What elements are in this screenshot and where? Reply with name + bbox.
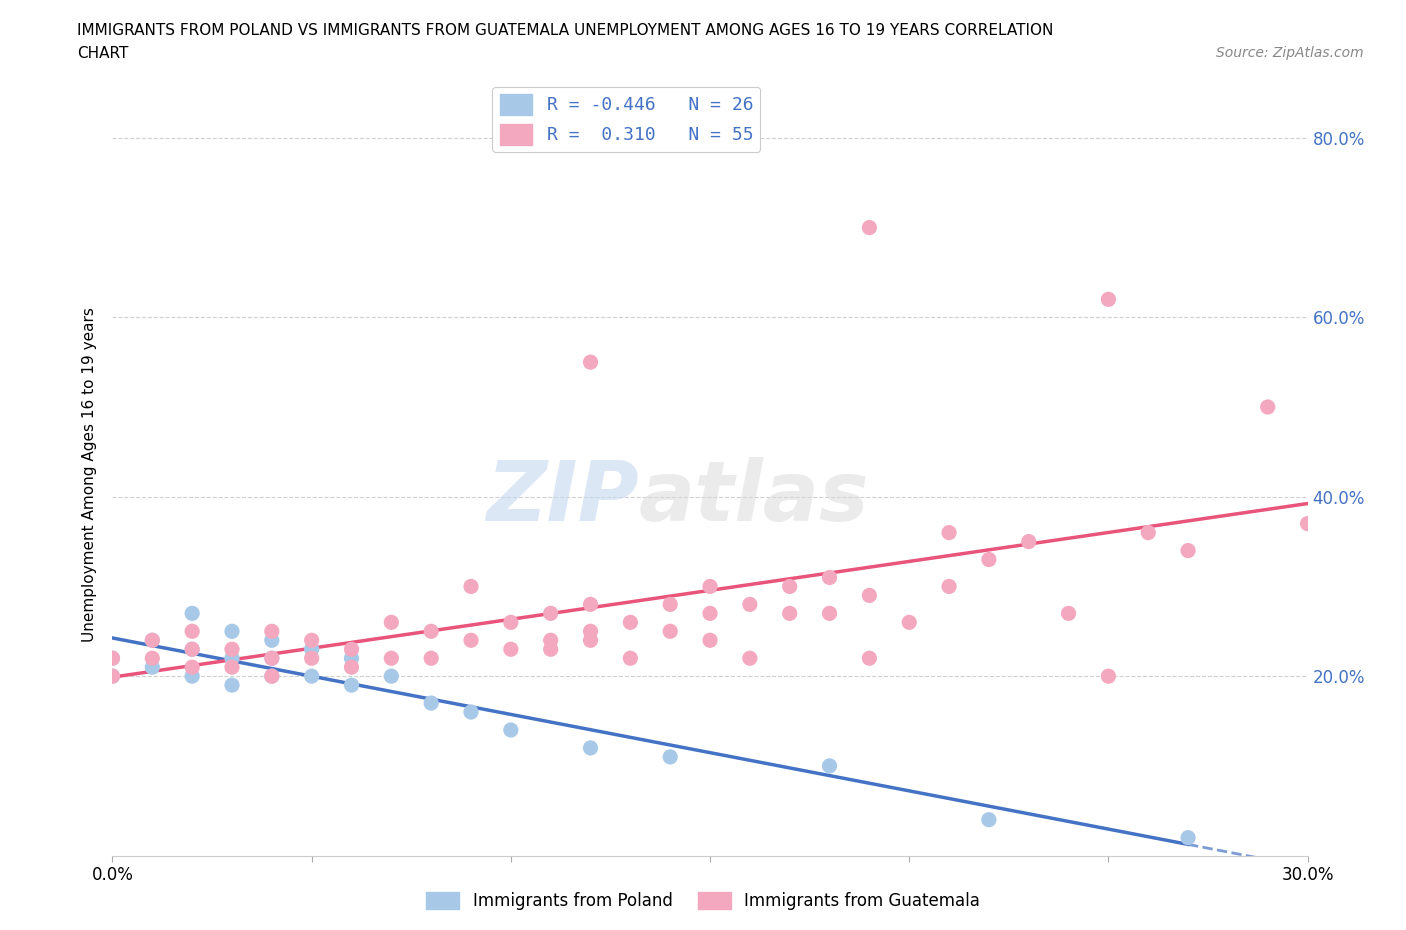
Point [579, 624, 602, 639]
Point [101, 651, 124, 666]
Point [101, 669, 124, 684]
Point [340, 642, 363, 657]
Point [579, 632, 602, 647]
Text: Source: ZipAtlas.com: Source: ZipAtlas.com [1216, 46, 1364, 60]
Text: CHART: CHART [77, 46, 129, 61]
Point [221, 651, 243, 666]
Point [579, 740, 602, 755]
Legend: Immigrants from Poland, Immigrants from Guatemala: Immigrants from Poland, Immigrants from … [419, 885, 987, 917]
Point [141, 659, 163, 674]
Text: atlas: atlas [638, 457, 869, 538]
Point [659, 750, 682, 764]
Point [499, 642, 522, 657]
Point [779, 579, 801, 594]
Point [1177, 830, 1199, 845]
Point [1097, 292, 1119, 307]
Point [738, 651, 761, 666]
Point [1257, 400, 1279, 415]
Point [141, 651, 163, 666]
Point [141, 632, 163, 647]
Point [380, 669, 402, 684]
Point [460, 632, 482, 647]
Point [380, 651, 402, 666]
Point [818, 759, 841, 774]
Point [818, 606, 841, 621]
Point [420, 696, 443, 711]
Y-axis label: Unemployment Among Ages 16 to 19 years: Unemployment Among Ages 16 to 19 years [82, 307, 97, 642]
Point [260, 651, 283, 666]
Text: IMMIGRANTS FROM POLAND VS IMMIGRANTS FROM GUATEMALA UNEMPLOYMENT AMONG AGES 16 T: IMMIGRANTS FROM POLAND VS IMMIGRANTS FRO… [77, 23, 1053, 38]
Point [301, 632, 323, 647]
Point [101, 669, 124, 684]
Point [1177, 543, 1199, 558]
Point [460, 705, 482, 720]
Point [1057, 606, 1080, 621]
Point [659, 597, 682, 612]
Point [221, 659, 243, 674]
Point [181, 659, 204, 674]
Point [260, 624, 283, 639]
Point [301, 651, 323, 666]
Point [301, 642, 323, 657]
Legend: R = -0.446   N = 26, R =  0.310   N = 55: R = -0.446 N = 26, R = 0.310 N = 55 [492, 86, 761, 152]
Point [181, 669, 204, 684]
Point [858, 651, 880, 666]
Point [181, 624, 204, 639]
Point [340, 659, 363, 674]
Point [101, 651, 124, 666]
Point [181, 642, 204, 657]
Point [619, 651, 641, 666]
Point [579, 354, 602, 369]
Point [858, 588, 880, 603]
Point [141, 632, 163, 647]
Point [260, 651, 283, 666]
Point [1097, 669, 1119, 684]
Point [499, 723, 522, 737]
Point [699, 579, 721, 594]
Point [579, 597, 602, 612]
Point [738, 597, 761, 612]
Point [260, 669, 283, 684]
Point [619, 615, 641, 630]
Point [301, 669, 323, 684]
Point [938, 525, 960, 540]
Point [260, 669, 283, 684]
Point [340, 678, 363, 693]
Point [340, 651, 363, 666]
Point [858, 220, 880, 235]
Point [221, 678, 243, 693]
Point [977, 552, 1000, 567]
Point [420, 651, 443, 666]
Point [699, 632, 721, 647]
Point [1137, 525, 1160, 540]
Point [260, 632, 283, 647]
Point [779, 606, 801, 621]
Point [977, 812, 1000, 827]
Point [420, 624, 443, 639]
Text: ZIP: ZIP [485, 457, 638, 538]
Point [460, 579, 482, 594]
Point [898, 615, 921, 630]
Point [181, 642, 204, 657]
Point [540, 632, 562, 647]
Point [181, 606, 204, 621]
Point [699, 606, 721, 621]
Point [221, 642, 243, 657]
Point [659, 624, 682, 639]
Point [818, 570, 841, 585]
Point [938, 579, 960, 594]
Point [499, 615, 522, 630]
Point [221, 624, 243, 639]
Point [540, 606, 562, 621]
Point [1296, 516, 1319, 531]
Point [1018, 534, 1040, 549]
Point [380, 615, 402, 630]
Point [540, 642, 562, 657]
